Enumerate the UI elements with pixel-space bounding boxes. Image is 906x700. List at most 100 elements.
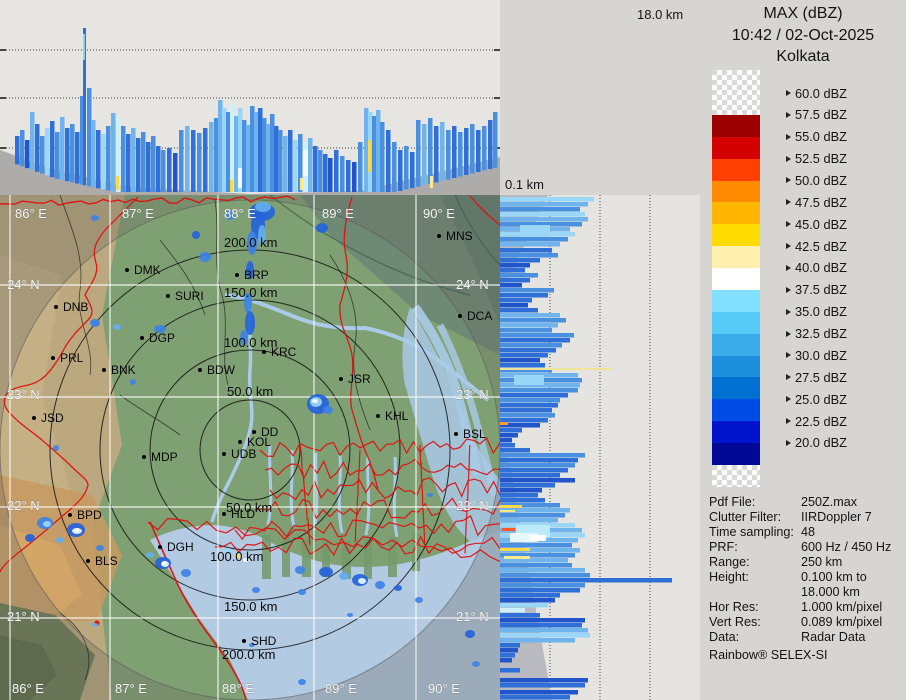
tick-arrow-icon [786, 264, 791, 271]
top-profile-bar [156, 146, 161, 192]
top-profile-bar [404, 146, 409, 190]
latlon-labels: 86° E 87° E 88° E 89° E 90° E 86° E 87° E 88° E… [7, 206, 489, 696]
color-scale-tick: 35.0 dBZ [786, 304, 847, 319]
tick-arrow-icon [786, 221, 791, 228]
top-profile-bar [346, 160, 351, 192]
longitude-label: 89° E [322, 206, 354, 221]
right-profile-bar [500, 513, 565, 518]
precipitation-echo [240, 330, 248, 346]
top-profile-bar [15, 136, 20, 165]
right-profile-bar [500, 578, 672, 583]
top-profile-bar [493, 112, 498, 168]
metadata-value: 18.000 km [801, 585, 860, 599]
city-label: SURI [175, 289, 204, 303]
tick-arrow-icon [786, 396, 791, 403]
right-profile-accent [530, 535, 546, 541]
right-profile-bar [500, 468, 568, 473]
latitude-label: 24° N [7, 277, 40, 292]
precipitation-echo [323, 406, 333, 414]
color-scale-block [712, 311, 760, 335]
right-profile-bar [500, 613, 540, 618]
color-scale-tick: 52.5 dBZ [786, 151, 847, 166]
right-profile-bar [500, 543, 572, 548]
color-scale-block [712, 224, 760, 247]
top-profile-bar [386, 130, 391, 192]
tick-label: 60.0 dBZ [795, 85, 847, 101]
top-profile-bar [185, 126, 190, 192]
color-scale-tick: 50.0 dBZ [786, 173, 847, 188]
tick-label: 32.5 dBZ [795, 326, 847, 342]
metadata-value: IIRDoppler 7 [801, 510, 872, 524]
color-scale-block [712, 268, 760, 291]
longitude-label: 86° E [12, 681, 44, 696]
right-profile-bar [500, 237, 568, 242]
metadata-value: Radar Data [801, 630, 866, 644]
city-label: SHD [251, 634, 277, 648]
precipitation-echo [252, 587, 260, 593]
precipitation-echo [247, 231, 257, 255]
top-profile-bar [40, 136, 45, 174]
metadata-row: Height: 0.100 km to [709, 570, 904, 584]
right-profile-bar [500, 593, 560, 598]
right-profile-bar [500, 358, 540, 363]
metadata-value: 0.100 km to [801, 570, 867, 584]
height-axis-min-label: 0.1 km [505, 177, 545, 192]
top-profile-bar [340, 156, 345, 192]
top-profile-bar [226, 112, 231, 192]
tick-arrow-icon [786, 111, 791, 118]
top-profile-bar [376, 110, 381, 192]
radar-map-panel: 200.0 km 150.0 km 100.0 km 50.0 km 50.0 km 10… [0, 194, 501, 700]
precipitation-echo [255, 202, 271, 212]
longitude-label: 90° E [428, 681, 460, 696]
range-ring-labels: 200.0 km 150.0 km 100.0 km 50.0 km 50.0 km 10… [210, 235, 277, 662]
top-profile-bar [60, 117, 65, 181]
right-profile-bar [500, 633, 590, 638]
top-profile-bar [308, 138, 313, 192]
delta-boundary-line [354, 449, 361, 543]
top-profile-bar [131, 128, 136, 192]
tick-arrow-icon [786, 439, 791, 446]
right-profile-bar [500, 248, 552, 253]
metadata-row: PRF: 600 Hz / 450 Hz [709, 540, 904, 554]
city-label: MNS [446, 229, 473, 243]
right-profile-bar [500, 298, 532, 303]
right-profile-bar [500, 695, 570, 700]
right-profile-bar [500, 618, 585, 623]
tick-label: 55.0 dBZ [795, 129, 847, 145]
precipitation-echo [298, 589, 306, 595]
top-profile-bar [380, 122, 385, 192]
longitude-label: 87° E [115, 681, 147, 696]
city-dot [222, 512, 226, 516]
latitude-label: 23° N [456, 387, 489, 402]
precipitation-echo [130, 379, 136, 385]
right-profile-accent [514, 375, 544, 385]
range-ring-label: 50.0 km [226, 500, 272, 515]
top-profile-bar [136, 138, 141, 192]
top-profile-bar [101, 134, 106, 190]
metadata-label: Height: [709, 570, 749, 584]
tick-label: 20.0 dBZ [795, 435, 847, 451]
color-scale-block [712, 180, 760, 203]
tick-arrow-icon [786, 418, 791, 425]
top-profile-bar [70, 124, 75, 183]
right-profile-bar [500, 603, 548, 608]
range-ring-label: 100.0 km [224, 335, 277, 350]
top-profile-bar [328, 158, 333, 192]
top-profile-bar [173, 153, 178, 192]
top-profile-bar [83, 28, 86, 186]
top-profile-bar [35, 124, 40, 172]
top-profile-bar [440, 122, 445, 181]
right-profile-bar [500, 448, 530, 453]
metadata-label: Hor Res: [709, 600, 759, 614]
right-profile-bar [500, 433, 518, 438]
city-label: DNB [63, 300, 88, 314]
right-profile-bar [500, 217, 588, 222]
top-profile-bar [197, 133, 202, 192]
right-profile-bar [500, 508, 570, 513]
precipitation-echo [312, 399, 318, 403]
color-scale-tick: 25.0 dBZ [786, 392, 847, 407]
city-dot [238, 440, 242, 444]
precipitation-echo [53, 445, 59, 451]
top-profile-bar [488, 120, 493, 169]
